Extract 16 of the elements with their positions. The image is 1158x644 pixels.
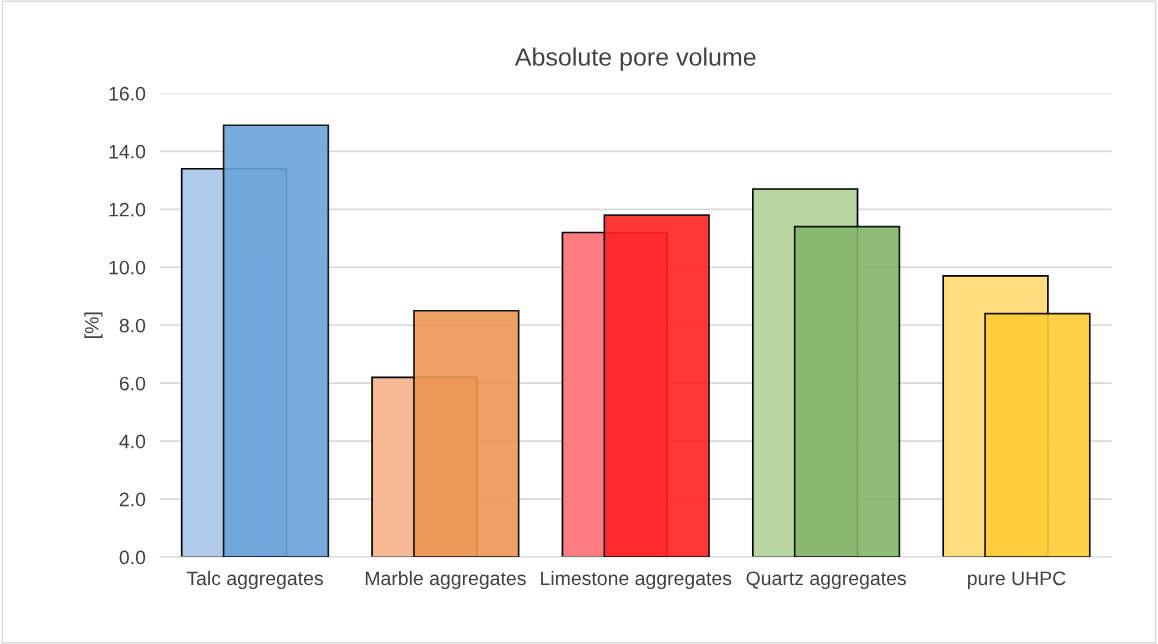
- y-tick-label: 0.0: [119, 550, 146, 565]
- x-tick-label: Talc aggregates: [186, 570, 323, 590]
- y-tick-label: 16.0: [109, 86, 146, 101]
- y-tick-label: 4.0: [119, 434, 146, 449]
- y-tick-label: 6.0: [119, 376, 146, 391]
- y-tick-label: 10.0: [109, 260, 146, 275]
- y-tick-label: 12.0: [109, 202, 146, 217]
- x-tick-label: pure UHPC: [968, 571, 1066, 590]
- x-tick-label: Marble aggregates: [365, 570, 526, 590]
- x-tick-label: Quartz aggregates: [746, 571, 906, 590]
- y-tick-label: 2.0: [119, 492, 146, 507]
- y-tick-label: 14.0: [109, 144, 146, 159]
- y-axis-title: [%]: [84, 312, 103, 338]
- y-tick-label: 8.0: [119, 318, 146, 333]
- chart-title: Absolute pore volume: [514, 47, 756, 71]
- x-tick-label: Limestone aggregates: [541, 570, 732, 590]
